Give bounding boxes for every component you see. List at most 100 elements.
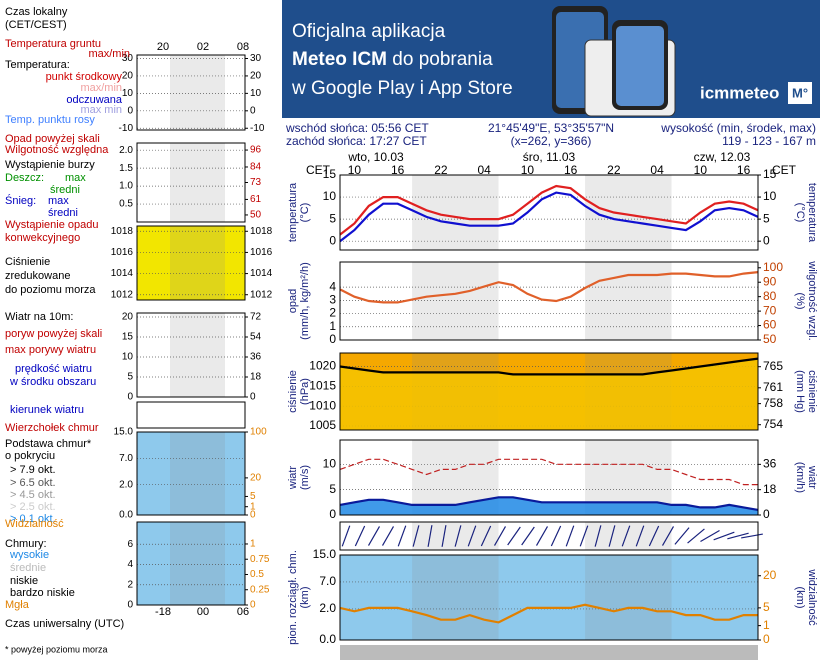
axis-label: wiatr [287, 466, 299, 491]
legend-text: max porywy wiatru [5, 344, 96, 356]
line [339, 603, 758, 624]
wind-arrow [441, 525, 447, 547]
grid-point: (x=262, y=366) [511, 134, 592, 148]
y-tick-label: 1005 [309, 418, 336, 432]
hour-label: 10 [521, 163, 535, 177]
wind-arrow [687, 528, 705, 544]
y2-tick-label: 50 [250, 210, 262, 221]
legend-text: Wierzchołek chmur [5, 422, 99, 434]
legend-text: średnie [10, 562, 46, 574]
y2-tick-label: 100 [763, 260, 783, 274]
legend-text: Opad powyżej skali [5, 133, 100, 145]
axis-label: pion. rozciągł. chm. [287, 550, 299, 645]
y-tick-label: 0.5 [119, 199, 133, 210]
coords: 21°45'49"E, 53°35'57"N [488, 121, 614, 135]
y-tick-label: 1.5 [119, 163, 133, 174]
y2-tick-label: 1014 [250, 268, 273, 279]
hour-label: 10 [694, 163, 708, 177]
y-tick-label: 1020 [309, 359, 336, 373]
y-tick-label: 0 [127, 392, 133, 403]
y-tick-label: 20 [122, 312, 134, 323]
hour-label: 16 [564, 163, 578, 177]
axis-label: (km) [794, 587, 806, 609]
panel-frame [339, 174, 759, 251]
line [339, 184, 759, 236]
legend-text: Widzialność [5, 518, 64, 530]
night-band [170, 226, 225, 300]
y-tick-label: 0 [329, 507, 336, 521]
y-tick-label: 0 [329, 332, 336, 346]
axis-label: (hPa) [299, 378, 311, 405]
y-tick-label: 10 [323, 456, 337, 470]
wind-arrow [727, 532, 749, 540]
panel-bg [137, 313, 245, 397]
legend-text: Podstawa chmur* [5, 438, 92, 450]
night-band [412, 555, 499, 640]
legend-text: max/min [80, 82, 122, 94]
y2-tick-label: 0.25 [250, 584, 270, 595]
night-band [412, 175, 499, 250]
wind-arrow [550, 525, 562, 547]
night-band [585, 175, 672, 250]
y2-tick-label: 90 [763, 274, 777, 288]
wind-arrow [594, 525, 602, 547]
banner[interactable] [282, 0, 820, 118]
legend-text: (CET/CEST) [5, 19, 67, 31]
wind-arrow [381, 526, 395, 546]
y-tick-label: 6 [127, 539, 133, 550]
y2-tick-label: 0.5 [250, 569, 264, 580]
y2-tick-label: 20 [763, 568, 777, 582]
y2-tick-label: 60 [763, 318, 777, 332]
legend-text: Śnieg: [5, 194, 36, 207]
y2-tick-label: 0 [250, 510, 256, 521]
night-band [170, 143, 225, 222]
y-tick-label: 2.0 [319, 601, 336, 615]
panel-bg [340, 522, 758, 550]
legend-text: Wiatr na 10m: [5, 311, 73, 323]
panel-frame [339, 554, 759, 641]
panel-bg [137, 522, 245, 605]
y2-tick-label: 96 [250, 145, 262, 156]
y-tick-label: 3 [329, 293, 336, 307]
y-tick-label: 15.0 [114, 427, 134, 438]
legend-text: punkt środkowy [46, 71, 123, 83]
night-band [170, 522, 225, 605]
y2-tick-label: 72 [250, 312, 262, 323]
legend-text: > 4.5 okt. [10, 489, 56, 501]
y2-tick-label: 758 [763, 396, 783, 410]
y-tick-label: 1014 [111, 268, 134, 279]
wind-arrow [648, 525, 660, 547]
night-band [585, 555, 672, 640]
area [340, 497, 758, 515]
legend-text: > 6.5 okt. [10, 477, 56, 489]
banner-text: Oficjalna aplikacja [292, 21, 446, 42]
legend-text: Chmury: [5, 538, 47, 550]
axis-label: (mm Hg) [794, 370, 806, 413]
legend-text: > 2.5 okt. [10, 501, 56, 513]
axis-label: ciśnienie [287, 370, 299, 413]
y2-tick-label: 20 [250, 71, 262, 82]
y2-tick-label: 70 [763, 303, 777, 317]
y2-tick-label: 0 [250, 392, 256, 403]
panel-frame [136, 142, 246, 223]
y2-tick-label: 0 [763, 507, 770, 521]
panel-bg [137, 226, 245, 300]
y-tick-label: 4 [329, 279, 336, 293]
y-tick-label: 2.0 [119, 479, 133, 490]
hour-label: 00 [197, 606, 209, 618]
wind-arrow [397, 525, 407, 547]
wind-arrow [674, 527, 690, 545]
panel-bg [340, 645, 758, 660]
y2-tick-label: 18 [763, 482, 777, 496]
y-tick-label: 20 [122, 71, 134, 82]
y-tick-label: 10 [323, 189, 337, 203]
axis-label: widzialność [806, 568, 818, 626]
y2-tick-label: 54 [250, 332, 262, 343]
y-tick-label: 15.0 [313, 547, 337, 561]
y2-tick-label: 5 [250, 491, 256, 502]
panel-bg [137, 432, 245, 515]
y-tick-label: 10 [122, 352, 134, 363]
panel-frame [136, 54, 246, 131]
y2-tick-label: 1 [250, 539, 256, 550]
